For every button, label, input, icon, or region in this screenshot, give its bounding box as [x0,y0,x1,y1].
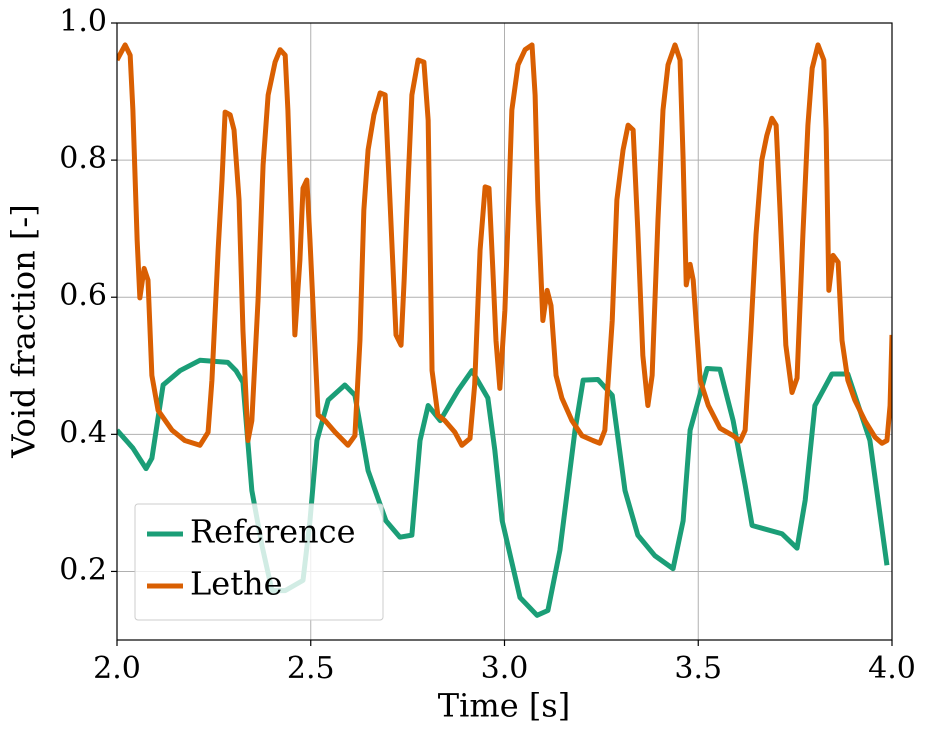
legend-label: Lethe [190,565,283,603]
legend: Reference Lethe [134,503,384,621]
y-tick-label: 0.2 [59,552,107,587]
legend-box [134,503,384,621]
x-tick-label: 2.5 [287,651,335,686]
data-line [117,357,890,618]
y-tick-label: 0.8 [59,141,107,176]
x-tick-label: 3.5 [674,651,722,686]
legend-label: Reference [190,513,356,551]
y-tick-label: 0.4 [59,415,107,450]
y-tick-label: 1.0 [59,4,107,39]
y-axis-label: Void fraction [-] [5,204,43,458]
x-axis-label: Time [s] [438,687,570,725]
y-tick-label: 0.6 [59,278,107,313]
x-tick-label: 2.0 [93,651,141,686]
x-tick-label: 4.0 [868,651,916,686]
x-tick-label: 3.0 [481,651,529,686]
data-line [117,42,892,448]
plot-lines [117,42,892,618]
axes: 2.0 2.5 3.0 3.5 4.0 0.2 0.4 0.6 0.8 1.0 [59,4,916,686]
